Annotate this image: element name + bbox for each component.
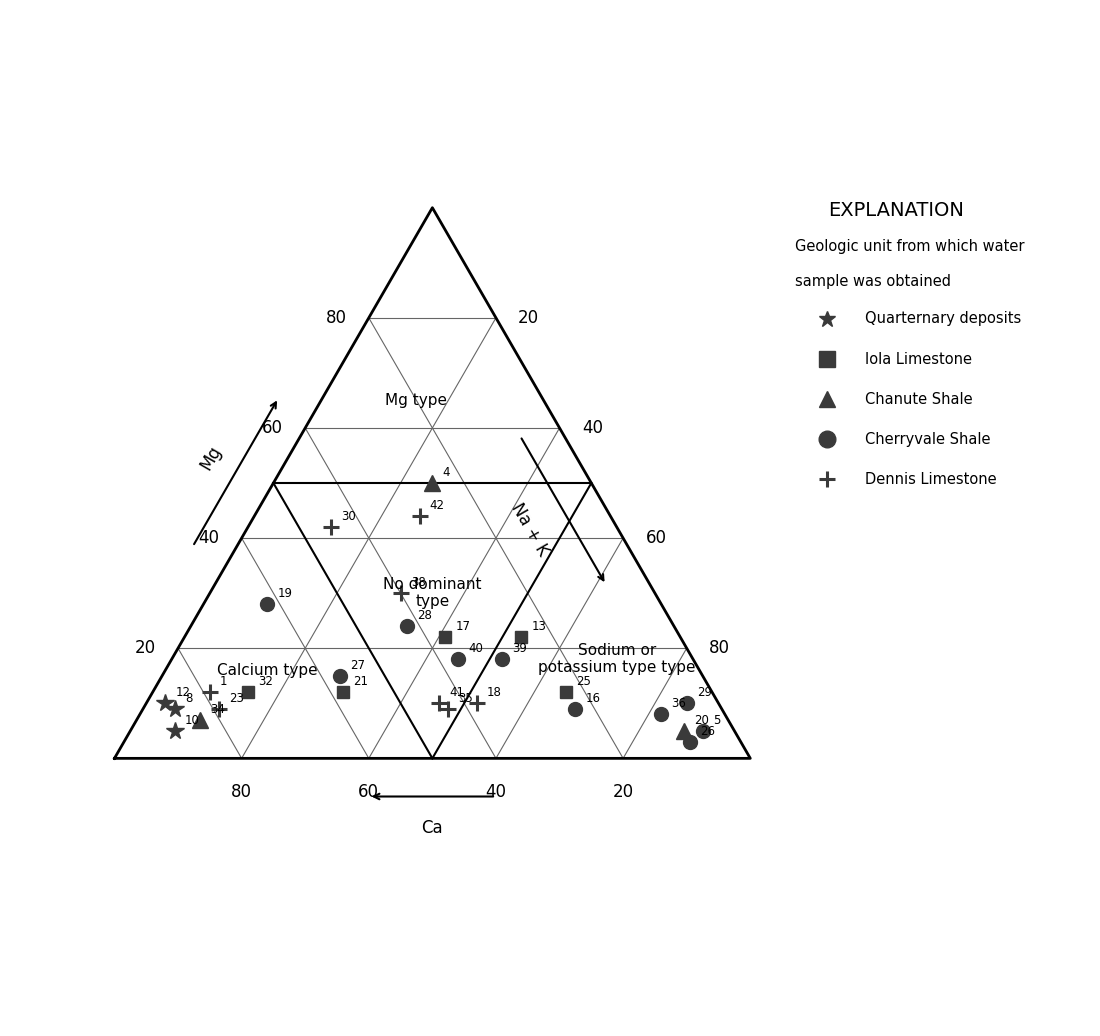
- Text: 60: 60: [646, 529, 667, 547]
- Text: No dominant
type: No dominant type: [383, 577, 482, 609]
- Text: 8: 8: [185, 692, 192, 704]
- Text: 16: 16: [585, 692, 601, 704]
- Text: Geologic unit from which water: Geologic unit from which water: [795, 239, 1024, 255]
- Text: 80: 80: [231, 782, 252, 801]
- Text: Ca: Ca: [421, 818, 443, 837]
- Text: 4: 4: [442, 466, 450, 480]
- Text: 60: 60: [359, 782, 380, 801]
- Text: 29: 29: [697, 687, 712, 699]
- Text: 27: 27: [350, 659, 365, 672]
- Text: Calcium type: Calcium type: [217, 663, 318, 678]
- Text: 23: 23: [230, 692, 244, 704]
- Text: Dennis Limestone: Dennis Limestone: [865, 471, 997, 487]
- Text: 38: 38: [410, 576, 426, 589]
- Text: 42: 42: [430, 499, 444, 512]
- Text: 18: 18: [487, 687, 502, 699]
- Text: Chanute Shale: Chanute Shale: [865, 392, 972, 406]
- Text: Mg: Mg: [197, 442, 224, 473]
- Text: 40: 40: [468, 642, 483, 656]
- Text: 26: 26: [700, 725, 715, 738]
- Text: 36: 36: [671, 697, 686, 711]
- Text: 19: 19: [277, 587, 293, 600]
- Text: Iola Limestone: Iola Limestone: [865, 351, 971, 367]
- Text: 13: 13: [531, 621, 547, 633]
- Text: EXPLANATION: EXPLANATION: [828, 201, 965, 221]
- Text: 40: 40: [582, 419, 603, 437]
- Text: 80: 80: [326, 309, 346, 326]
- Text: 10: 10: [185, 714, 200, 727]
- Text: Sodium or
potassium type type: Sodium or potassium type type: [538, 643, 695, 675]
- Text: 20: 20: [694, 714, 708, 727]
- Text: 41: 41: [449, 687, 464, 699]
- Text: 5: 5: [713, 714, 721, 727]
- Text: 35: 35: [459, 692, 473, 704]
- Text: 20: 20: [518, 309, 539, 326]
- Text: 40: 40: [198, 529, 219, 547]
- Text: sample was obtained: sample was obtained: [795, 275, 950, 289]
- Text: 32: 32: [258, 675, 273, 689]
- Text: 20: 20: [613, 782, 634, 801]
- Text: 30: 30: [341, 511, 355, 523]
- Text: 21: 21: [353, 675, 369, 689]
- Text: Na + K: Na + K: [508, 500, 552, 559]
- Text: Cherryvale Shale: Cherryvale Shale: [865, 432, 990, 447]
- Text: 60: 60: [262, 419, 283, 437]
- Text: 34: 34: [210, 703, 225, 716]
- Text: 39: 39: [513, 642, 527, 656]
- Text: 28: 28: [417, 609, 432, 623]
- Text: Quarternary deposits: Quarternary deposits: [865, 312, 1021, 326]
- Text: 1: 1: [220, 675, 228, 689]
- Text: 25: 25: [576, 675, 591, 689]
- Text: 20: 20: [134, 639, 156, 657]
- Text: 40: 40: [485, 782, 506, 801]
- Text: Mg type: Mg type: [385, 393, 448, 408]
- Text: 12: 12: [176, 687, 190, 699]
- Text: 80: 80: [710, 639, 730, 657]
- Text: 17: 17: [455, 621, 471, 633]
